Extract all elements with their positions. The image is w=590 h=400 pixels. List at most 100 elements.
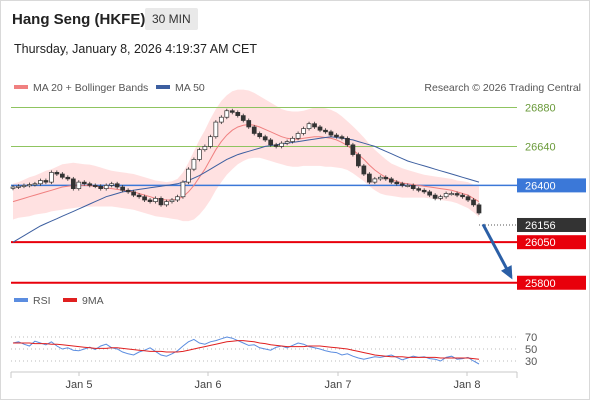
candle-body <box>339 136 345 139</box>
candle-body <box>136 194 142 198</box>
candle-body <box>125 189 131 193</box>
candle-body <box>399 183 405 186</box>
credit-text: Research © 2026 Trading Central <box>424 82 581 94</box>
candle-body <box>169 199 175 202</box>
timeframe-badge[interactable]: 30 MIN <box>145 8 198 30</box>
rsi-legend-swatch <box>14 298 28 302</box>
ma50-line <box>12 136 480 243</box>
rsi-ma-legend-label: 9MA <box>82 295 104 307</box>
candle-body <box>114 183 120 188</box>
candle-body <box>142 196 147 201</box>
candle-body <box>38 180 43 185</box>
x-tick-label: Jan 8 <box>454 379 481 391</box>
report-datetime: Thursday, January 8, 2026 4:19:37 AM CET <box>14 42 257 56</box>
candle-body <box>246 120 252 128</box>
x-tick-label: Jan 7 <box>325 379 352 391</box>
rsi-legend-label: RSI <box>33 295 51 307</box>
candle-body <box>186 168 191 183</box>
rsi-tick-label: 30 <box>525 356 537 368</box>
candle-body <box>262 136 268 141</box>
bollinger-band-area <box>13 89 479 222</box>
candle-body <box>323 129 328 133</box>
candle-body <box>334 134 339 138</box>
candle-body <box>65 176 71 180</box>
candle-body <box>290 137 295 142</box>
candle-body <box>443 193 449 198</box>
candle-body <box>432 194 438 199</box>
candle-body <box>356 154 361 167</box>
candle-body <box>273 144 279 147</box>
candle-body <box>449 193 454 196</box>
candle-body <box>306 123 312 129</box>
ma20-legend-swatch <box>14 85 28 89</box>
ma20-legend-label: MA 20 + Bollinger Bands <box>33 82 148 94</box>
candle-body <box>317 126 323 131</box>
candle-body <box>59 173 65 178</box>
rsi-ma-legend-swatch <box>63 298 77 302</box>
instrument-title: Hang Seng (HKFE) <box>12 11 146 28</box>
forecast-arrow <box>481 223 513 280</box>
candle-body <box>32 183 38 186</box>
candle-body <box>229 110 235 113</box>
candle-body <box>268 139 274 146</box>
candlesticks <box>10 108 482 215</box>
candle-body <box>27 184 32 187</box>
candle-body <box>257 133 263 138</box>
candle-body <box>202 146 208 151</box>
candle-body <box>438 196 443 199</box>
level-labels: 26880 26640 26400 26156 26050 25800 <box>517 102 586 290</box>
candle-body <box>208 136 213 147</box>
candle-body <box>235 112 241 116</box>
candle-body <box>301 128 306 134</box>
candle-body <box>43 180 49 183</box>
x-tick-label: Jan 5 <box>66 379 93 391</box>
candle-body <box>465 196 471 201</box>
candle-body <box>284 141 290 144</box>
candle-body <box>416 188 422 191</box>
ma50-legend-label: MA 50 <box>175 82 205 94</box>
candle-body <box>388 178 394 183</box>
candle-body <box>350 144 356 155</box>
candle-body <box>158 198 164 206</box>
support-label: 25800 <box>525 278 556 290</box>
rsi-legend: RSI 9MA <box>14 295 104 307</box>
candle-body <box>153 198 158 202</box>
bollinger-bands <box>13 89 479 222</box>
candle-body <box>410 185 416 189</box>
candle-body <box>164 201 169 206</box>
candle-body <box>180 181 186 198</box>
candle-body <box>76 181 82 189</box>
candle-body <box>218 116 224 123</box>
candle-body <box>21 185 27 187</box>
candle-body <box>81 181 87 185</box>
candle-body <box>372 178 378 183</box>
candle-body <box>361 165 367 175</box>
candle-body <box>224 110 230 118</box>
rsi-tick-label: 70 <box>525 332 537 344</box>
last-price-box <box>517 217 586 232</box>
candle-body <box>328 131 334 136</box>
candle-body <box>10 186 16 189</box>
support-label-box <box>517 235 586 250</box>
candle-body <box>16 185 21 188</box>
candle-body <box>54 172 60 175</box>
pivot-label-box <box>517 178 586 193</box>
pivot-label: 26400 <box>525 180 556 192</box>
x-axis: Jan 5 Jan 6 Jan 7 Jan 8 <box>66 372 481 391</box>
candle-body <box>454 193 460 196</box>
forecast-arrow-head <box>501 265 513 280</box>
candle-body <box>460 194 465 198</box>
support-label-box <box>517 275 586 290</box>
candle-body <box>120 186 125 191</box>
candle-body <box>345 137 350 146</box>
price-legend: MA 20 + Bollinger Bands MA 50 Research ©… <box>14 82 581 94</box>
candle-body <box>175 196 180 201</box>
candle-body <box>87 183 93 186</box>
candle-body <box>394 181 400 185</box>
candle-body <box>377 176 383 180</box>
candle-body <box>197 149 202 160</box>
candle-body <box>383 176 389 180</box>
